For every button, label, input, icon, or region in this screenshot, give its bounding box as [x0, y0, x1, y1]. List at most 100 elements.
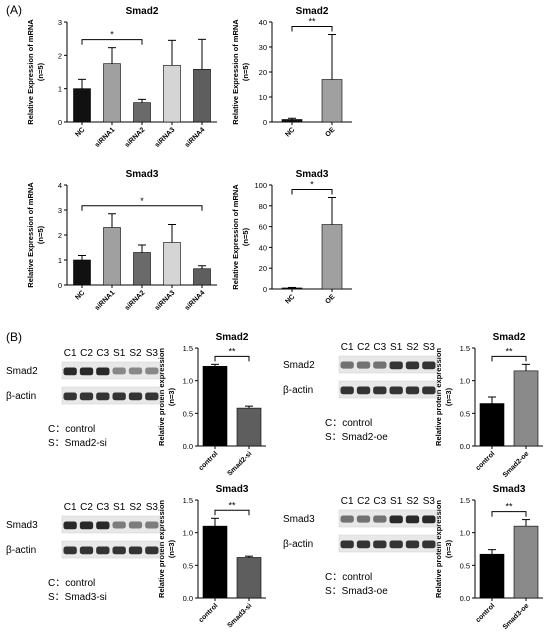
blot-band [96, 367, 110, 376]
blot-row-label: β-actin [6, 391, 36, 402]
panel-label-b: (B) [6, 330, 22, 344]
blot-band [389, 540, 403, 549]
y-axis-label: Relative Expression of mRNA [231, 184, 240, 290]
significance-label: * [140, 196, 144, 206]
significance-bracket [81, 205, 203, 211]
blot-row-label: Smad3 [6, 520, 38, 531]
lane-label: C3 [96, 348, 109, 359]
bar-NC [73, 88, 91, 123]
bar-OE [321, 79, 343, 123]
x-tick-label: Smad3-oe [502, 602, 531, 631]
blot-band [96, 546, 110, 555]
significance-label: ** [505, 346, 513, 356]
blot-band [79, 392, 94, 401]
bar-control [202, 365, 228, 447]
lane-label: C3 [96, 502, 109, 513]
significance-bracket [491, 355, 527, 362]
x-tick-label: OE [324, 293, 336, 305]
y-axis-label: Relative protein expression [157, 500, 166, 598]
blot-legend: S：Smad3-si [48, 592, 107, 603]
bar-OE [321, 224, 343, 290]
y-axis-label-n: (n=5) [36, 225, 45, 244]
y-tick-label: 1 [58, 85, 62, 94]
lane-label: S2 [406, 342, 419, 353]
chart-title: Smad3 [296, 169, 329, 180]
x-tick-label: siRNA3 [154, 289, 177, 312]
chart-title: Smad2 [493, 332, 526, 343]
blot-band [112, 367, 126, 375]
chart-title: Smad3 [493, 484, 526, 495]
y-tick-label: 20 [259, 264, 267, 273]
x-tick-label: NC [74, 126, 86, 138]
y-tick-label: 0.5 [183, 409, 193, 418]
lane-label: S1 [113, 348, 126, 359]
y-axis-label: Relative Expression of mRNA [231, 19, 240, 125]
western-blots: C1 C2 C3 S1 S2 S3Smad2β-actinC：controlS：Smad2… [6, 342, 438, 603]
y-tick-label: 3 [58, 206, 62, 215]
bar-control [479, 403, 505, 447]
blot-band [422, 361, 436, 370]
x-tick-label: OE [324, 126, 336, 138]
x-tick-label: siRNA2 [124, 126, 147, 149]
x-tick-label: control [198, 450, 220, 472]
blot-band [63, 546, 77, 555]
y-axis-label: Relative protein expression [434, 348, 443, 446]
blot-band [145, 392, 159, 401]
bar-siRNA3 [163, 242, 181, 286]
chart-title: Smad2 [126, 6, 159, 17]
y-tick-label: 100 [254, 181, 267, 190]
blot-band [128, 546, 143, 555]
y-tick-label: 30 [259, 43, 267, 52]
blot-band [145, 546, 159, 555]
blot-band [373, 361, 387, 369]
y-axis-label-n: (n=3) [444, 387, 453, 406]
blot-panel-2: C1 C2 C3 S1 S2 S3 Smad2 β-actin C：control S：Smad2… [283, 342, 438, 443]
lane-label: C3 [373, 496, 386, 507]
chart-a2: Smad2 0 10 20 30 40 Relative Expression of mRN… [231, 6, 352, 139]
chart-a4: Smad3 0 20 40 60 80 100 Relative Expression of … [231, 169, 352, 306]
bar-siRNA2 [133, 252, 151, 286]
blot-band [373, 540, 387, 549]
blot-row-label: β-actin [283, 385, 313, 396]
bar-Smad3-oe [513, 525, 539, 599]
lane-label: S2 [129, 348, 142, 359]
y-axis-label-n: (n=5) [241, 227, 250, 246]
blot-band [356, 361, 371, 369]
y-tick-label: 1.5 [183, 496, 193, 505]
blot-legend: C：control [48, 578, 95, 589]
blot-panel-4: C1 C2 C3 S1 S2 S3 Smad3 β-actin C：control S：Smad3… [283, 496, 438, 597]
blot-band [422, 540, 436, 549]
significance-bracket [81, 39, 143, 45]
bar-siRNA1 [103, 227, 121, 286]
bar-NC [281, 287, 303, 290]
lane-label: C1 [64, 348, 77, 359]
blot-band [96, 521, 110, 530]
significance-bracket [491, 511, 527, 517]
blot-band [128, 521, 143, 529]
lane-label: C2 [80, 348, 93, 359]
x-tick-label: Smad2-oe [502, 450, 531, 479]
blot-band [79, 367, 94, 376]
lane-label: S1 [390, 496, 403, 507]
blot-legend: S：Smad3-oe [325, 586, 388, 597]
blot-legend: C：control [325, 418, 372, 429]
blot-row-label: Smad3 [283, 514, 315, 525]
y-tick-label: 0.5 [183, 561, 193, 570]
blot-row-label: Smad2 [283, 360, 315, 371]
y-tick-label: 0.0 [183, 442, 193, 451]
y-tick-label: 40 [259, 18, 267, 27]
y-axis-label-n: (n=3) [167, 539, 176, 558]
blot-band [373, 386, 387, 395]
y-tick-label: 1.0 [183, 529, 193, 538]
bar-Smad2-si [236, 407, 262, 447]
lane-label: C1 [64, 502, 77, 513]
blot-panel-3: C1 C2 C3 S1 S2 S3 Smad3 β-actin C：control S：Smad3… [6, 502, 161, 603]
blot-band [145, 521, 159, 529]
y-tick-label: 0.0 [183, 594, 193, 603]
lane-label: C1 [341, 496, 354, 507]
blot-legend: C：control [48, 424, 95, 435]
blot-band [405, 361, 420, 370]
bar-siRNA1 [103, 63, 121, 123]
chart-title: Smad3 [126, 169, 159, 180]
